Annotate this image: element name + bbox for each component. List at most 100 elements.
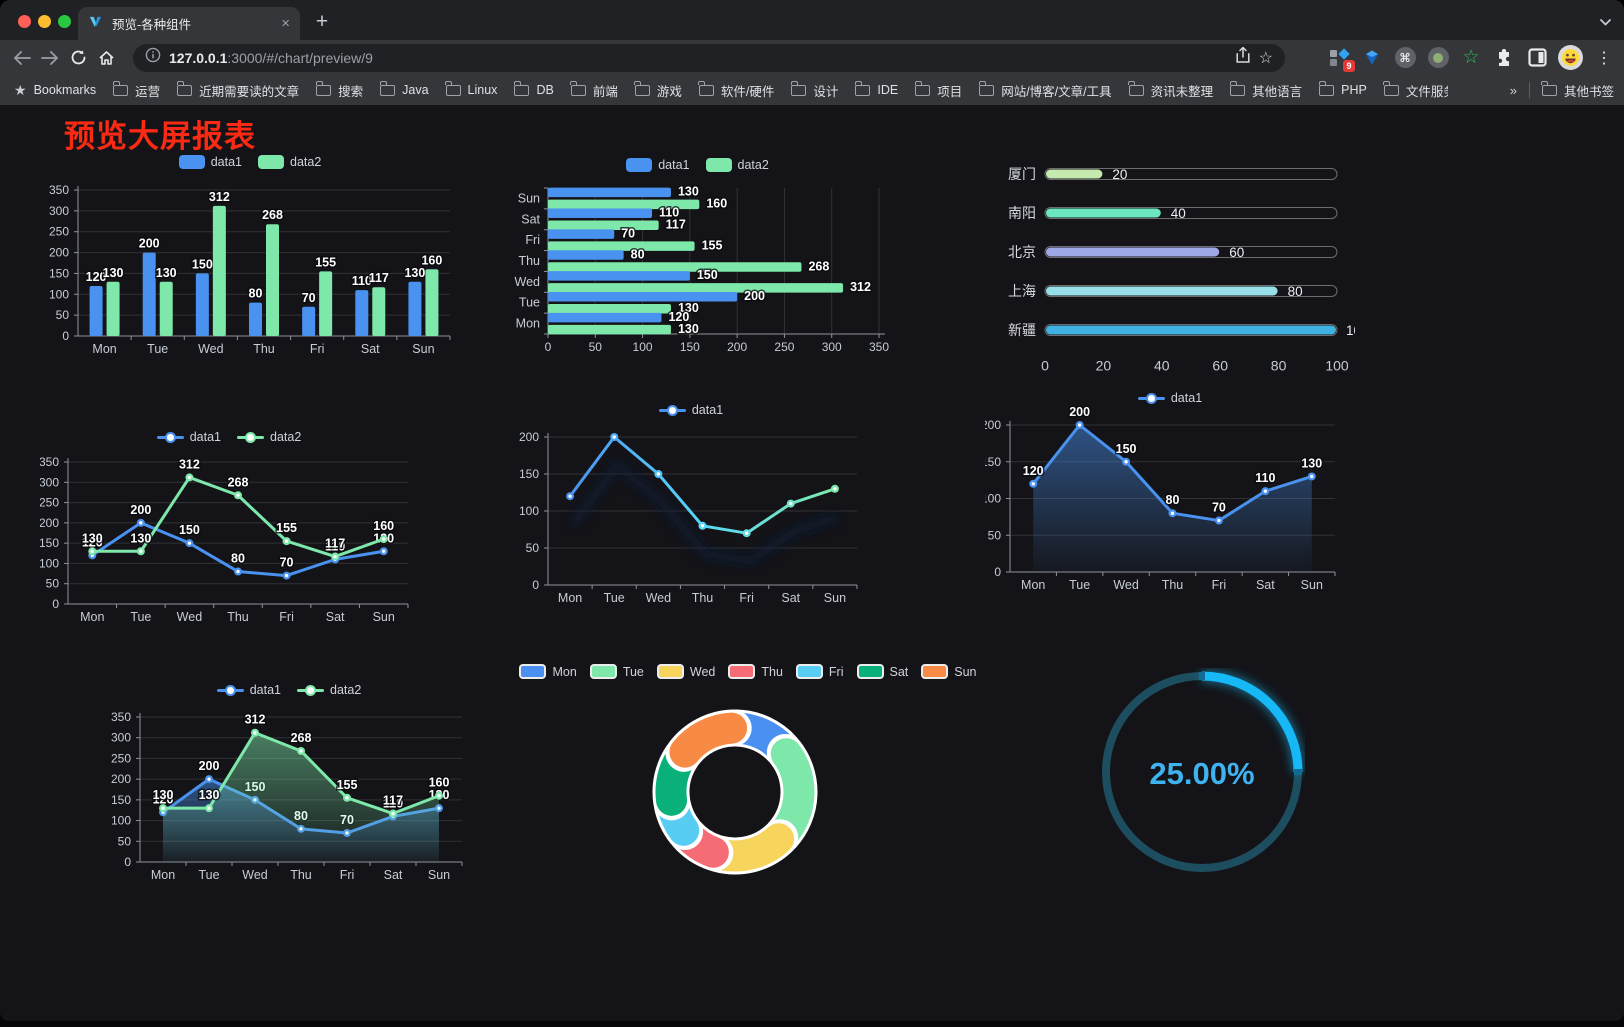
browser-tab[interactable]: 预览-各种组件 ×	[78, 7, 300, 40]
forward-icon[interactable]	[36, 50, 64, 65]
bookmarks-star-icon: ★	[14, 81, 27, 98]
profile-avatar[interactable]	[1558, 45, 1583, 70]
legend-item[interactable]: data1	[178, 155, 242, 169]
close-window-button[interactable]	[18, 15, 31, 28]
svg-text:200: 200	[519, 430, 539, 444]
bookmark-item[interactable]: 近期需要读的文章	[176, 81, 299, 100]
svg-text:130: 130	[1301, 456, 1322, 470]
new-tab-button[interactable]: +	[315, 10, 329, 33]
legend-item[interactable]: Mon	[519, 664, 577, 679]
bookmark-item[interactable]: 其他语言	[1229, 81, 1302, 100]
svg-text:110: 110	[352, 274, 372, 288]
legend-item[interactable]: Wed	[656, 664, 715, 679]
tab-strip: 预览-各种组件 × +	[0, 0, 1624, 40]
svg-text:Wed: Wed	[646, 591, 672, 605]
other-bookmarks-folder[interactable]: 其他书签	[1541, 81, 1614, 100]
gem-extension-icon[interactable]	[1360, 46, 1384, 70]
bookmark-item[interactable]: Linux	[445, 81, 497, 97]
bookmark-item[interactable]: 设计	[790, 81, 838, 100]
bookmarks-root[interactable]: ★ Bookmarks	[14, 81, 97, 98]
bookmark-item[interactable]: 项目	[914, 81, 962, 100]
legend-item[interactable]: Sun	[921, 664, 977, 679]
bookmark-item[interactable]: 网站/博客/文章/工具	[978, 81, 1112, 100]
back-icon[interactable]	[8, 50, 36, 65]
svg-text:120: 120	[1023, 464, 1044, 478]
legend-item[interactable]: data1	[658, 403, 723, 417]
command-extension-icon[interactable]: ⌘	[1393, 46, 1417, 70]
svg-text:250: 250	[111, 751, 131, 765]
side-panel-icon[interactable]	[1525, 46, 1549, 70]
tab-close-icon[interactable]: ×	[281, 15, 290, 32]
svg-text:50: 50	[526, 541, 540, 555]
legend-item[interactable]: Tue	[589, 664, 644, 679]
chart-vertical-bar: data1 data2 0 50 100 150 200 250 300 350 Mon Tue Wed…	[38, 148, 462, 363]
bookmark-item[interactable]: Java	[379, 81, 429, 97]
svg-text:117: 117	[666, 218, 686, 232]
star-extension-icon[interactable]: ☆	[1462, 47, 1480, 68]
svg-text:0: 0	[994, 565, 1001, 579]
legend-item[interactable]: data1	[156, 430, 221, 444]
svg-text:155: 155	[337, 778, 358, 792]
svg-text:Thu: Thu	[518, 254, 540, 268]
svg-text:Mon: Mon	[1021, 578, 1045, 592]
svg-text:0: 0	[62, 329, 69, 343]
bookmark-item[interactable]: IDE	[854, 81, 898, 97]
folder-icon	[513, 81, 530, 96]
svg-text:80: 80	[1288, 284, 1303, 299]
legend-item[interactable]: data2	[258, 155, 321, 169]
svg-text:Sun: Sun	[518, 191, 540, 205]
svg-text:Sun: Sun	[824, 591, 846, 605]
bookmark-item[interactable]: 运营	[112, 81, 160, 100]
reload-icon[interactable]	[64, 49, 92, 66]
chart-line-gradient: data1 0 50 100 150 200 Mon Tue Wed Thu Fri Sat Sun	[505, 396, 877, 611]
bookmark-item[interactable]: 文件服务器	[1383, 81, 1448, 100]
bookmark-item[interactable]: 软件/硬件	[698, 81, 774, 100]
legend-item[interactable]: data1	[1137, 391, 1202, 405]
svg-text:60: 60	[1212, 357, 1228, 373]
tab-title: 预览-各种组件	[112, 18, 192, 32]
tab-search-chevron-icon[interactable]	[1599, 14, 1612, 32]
bookmark-item[interactable]: 前端	[570, 81, 618, 100]
svg-text:200: 200	[139, 237, 160, 251]
site-info-icon[interactable]	[145, 47, 161, 68]
legend-item[interactable]: data1	[216, 683, 281, 697]
maximize-window-button[interactable]	[58, 15, 71, 28]
extensions-row: 9 ⌘ ☆ ⋮	[1327, 40, 1616, 75]
svg-text:200: 200	[40, 516, 59, 530]
bookmark-star-icon[interactable]: ☆	[1258, 49, 1273, 67]
bookmarks-overflow-button[interactable]: »	[1509, 82, 1517, 98]
legend-item[interactable]: Fri	[795, 664, 844, 679]
legend-item[interactable]: data2	[237, 430, 301, 444]
svg-text:110: 110	[383, 796, 403, 810]
svg-text:60: 60	[1229, 245, 1244, 260]
bookmark-item[interactable]: 资讯未整理	[1128, 81, 1213, 100]
svg-text:Sun: Sun	[428, 868, 450, 882]
legend-item[interactable]: data2	[705, 158, 769, 172]
bookmark-item[interactable]: 游戏	[634, 81, 682, 100]
puzzle-extensions-icon[interactable]	[1492, 46, 1516, 70]
browser-menu-icon[interactable]: ⋮	[1596, 49, 1612, 67]
legend-item[interactable]: data2	[297, 683, 361, 697]
legend-item[interactable]: Sat	[856, 664, 908, 679]
blocks-extension-icon[interactable]: 9	[1327, 46, 1355, 72]
bookmark-item[interactable]: 搜索	[315, 81, 363, 100]
svg-text:40: 40	[1171, 206, 1186, 221]
address-bar[interactable]: 127.0.0.1:3000/#/chart/preview/9 ☆	[133, 43, 1285, 72]
home-icon[interactable]	[92, 50, 120, 66]
legend-item[interactable]: data1	[626, 158, 690, 172]
svg-text:268: 268	[808, 259, 829, 273]
legend-swatch	[705, 158, 732, 172]
svg-text:300: 300	[49, 204, 69, 218]
legend-swatch	[237, 430, 264, 444]
svg-text:150: 150	[40, 536, 59, 550]
legend-item[interactable]: Thu	[728, 664, 783, 679]
url-text[interactable]: 127.0.0.1:3000/#/chart/preview/9	[169, 50, 1227, 66]
chart-line-area-dual: data1 data2 0 50 100 150 200 250 300 350 Mon Tue Wed…	[100, 676, 478, 888]
dot-extension-icon[interactable]	[1426, 46, 1450, 70]
share-icon[interactable]	[1235, 46, 1251, 69]
url-host: 127.0.0.1	[169, 49, 228, 66]
bookmark-item[interactable]: PHP	[1318, 81, 1367, 97]
bookmark-item[interactable]: DB	[513, 81, 554, 97]
svg-text:200: 200	[744, 289, 765, 303]
minimize-window-button[interactable]	[38, 15, 51, 28]
